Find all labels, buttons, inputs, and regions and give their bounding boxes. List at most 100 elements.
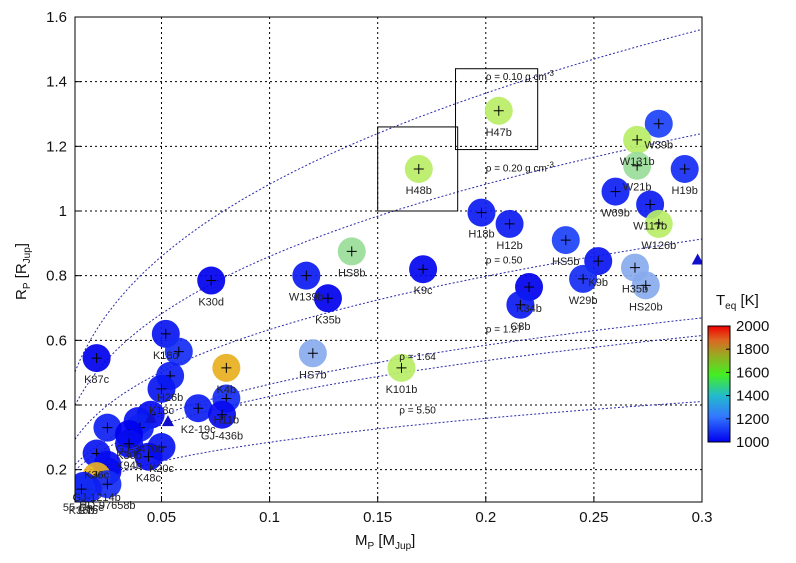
data-point-label: W21b bbox=[623, 182, 652, 194]
x-tick-label: 0.05 bbox=[147, 509, 176, 526]
data-point-label: C8b bbox=[510, 321, 530, 333]
data-point-label: K87c bbox=[84, 374, 110, 386]
highlight-boxes bbox=[377, 68, 539, 212]
y-axis-title: RP [RJup] bbox=[13, 243, 33, 300]
data-point-marker bbox=[493, 105, 504, 116]
data-point-marker bbox=[102, 422, 113, 433]
data-point-marker bbox=[515, 299, 526, 310]
data-point-label: K101b bbox=[386, 384, 418, 396]
y-tick-label: 1.2 bbox=[46, 138, 67, 155]
data-point-marker bbox=[396, 362, 407, 373]
data-point-marker bbox=[301, 270, 312, 281]
colorbar-tick-label: 1000 bbox=[736, 434, 769, 451]
density-curves bbox=[75, 28, 702, 493]
data-point-label: K4b bbox=[217, 384, 237, 396]
data-point-marker bbox=[679, 163, 690, 174]
y-tick-label: 1 bbox=[59, 203, 67, 220]
density-curve-label: ρ = 0.50 bbox=[486, 255, 523, 266]
data-point-marker bbox=[102, 479, 113, 490]
y-tick-label: 0.6 bbox=[46, 332, 67, 349]
data-point-marker bbox=[632, 160, 643, 171]
triangle-marker bbox=[144, 411, 157, 423]
data-point-marker bbox=[156, 383, 167, 394]
data-point-label: K20c bbox=[149, 463, 175, 475]
density-curve bbox=[75, 133, 702, 406]
density-curve bbox=[75, 335, 702, 471]
data-point-marker bbox=[124, 438, 135, 449]
data-point-label: H11b bbox=[214, 415, 239, 427]
y-tick-label: 0.4 bbox=[46, 397, 67, 414]
data-point-label: K36c bbox=[84, 470, 110, 482]
data-point-label: W29b bbox=[569, 295, 598, 307]
data-point-label: K9c bbox=[414, 285, 433, 297]
data-point-marker bbox=[629, 262, 640, 273]
density-curve-label: ρ = 1.64 bbox=[399, 352, 436, 363]
data-point-marker bbox=[653, 118, 664, 129]
data-point-marker bbox=[76, 484, 87, 495]
data-point-label: K36b bbox=[69, 505, 95, 517]
data-point-label: H47b bbox=[486, 127, 512, 139]
density-curve bbox=[75, 28, 702, 372]
data-point-label: H18b bbox=[468, 229, 494, 241]
colorbar-tick-label: 1200 bbox=[736, 411, 769, 428]
data-point-marker bbox=[173, 346, 184, 357]
data-point-label: H26b bbox=[157, 392, 183, 404]
data-point-marker bbox=[593, 256, 604, 267]
data-point-marker bbox=[653, 218, 664, 229]
data-point-label: K30d bbox=[198, 297, 224, 309]
data-point-label: H19b bbox=[672, 185, 698, 197]
data-point-label: W39b bbox=[644, 140, 673, 152]
highlight-box bbox=[377, 126, 459, 212]
axes: 0.05 0.1 0.15 0.2 0.25 0.3 0.2 0.4 0.6 0.8 1 1.2 1.4… bbox=[46, 9, 712, 526]
data-point-marker bbox=[645, 199, 656, 210]
data-point-marker bbox=[476, 207, 487, 218]
data-point-label: W117b bbox=[633, 221, 667, 233]
data-point-marker bbox=[524, 281, 535, 292]
data-point-marker bbox=[578, 273, 589, 284]
data-point-marker bbox=[143, 451, 154, 462]
data-point-label: K48c bbox=[136, 473, 162, 485]
data-point-label: C7b bbox=[78, 505, 98, 517]
x-tick-label: 0.15 bbox=[363, 509, 392, 526]
colorbar-gradient bbox=[707, 325, 731, 443]
y-tick-label: 0.8 bbox=[46, 268, 67, 285]
data-point-marker bbox=[221, 362, 232, 373]
density-curve bbox=[75, 317, 702, 466]
colorbar-title: Teq [K] bbox=[716, 292, 759, 312]
data-point-marker bbox=[640, 280, 651, 291]
y-tick-label: 1.6 bbox=[46, 9, 67, 26]
density-curve-label: ρ = 1.27 bbox=[486, 324, 523, 335]
data-point-label: HS8b bbox=[338, 267, 366, 279]
colorbar-tick-label: 2000 bbox=[736, 318, 769, 335]
data-point-label: K34b bbox=[516, 303, 542, 315]
colorbar-ticks: 1000 1200 1400 1600 1800 2000 bbox=[726, 318, 769, 451]
data-point-marker bbox=[346, 246, 357, 257]
x-tick-label: 0.2 bbox=[475, 509, 496, 526]
data-point-label: GJ-1214b bbox=[72, 492, 120, 504]
x-tick-label: 0.25 bbox=[579, 509, 608, 526]
data-point-label: H48b bbox=[406, 185, 432, 197]
data-point-marker bbox=[160, 328, 171, 339]
plot-frame bbox=[74, 16, 703, 503]
data-point-label: K18c bbox=[149, 405, 175, 417]
triangle-marker bbox=[161, 415, 174, 427]
data-point-marker bbox=[560, 235, 571, 246]
density-curve-label: ρ = 0.20 g cm-3 bbox=[486, 160, 555, 174]
data-point bbox=[75, 475, 96, 502]
data-point-marker bbox=[206, 275, 217, 286]
colorbar-tick-label: 1800 bbox=[736, 341, 769, 358]
data-point-marker bbox=[610, 186, 621, 197]
colorbar-tick-label: 1600 bbox=[736, 364, 769, 381]
highlight-box bbox=[455, 68, 539, 151]
data-point-marker bbox=[632, 134, 643, 145]
x-axis-title: MP [MJup] bbox=[355, 532, 415, 552]
data-point-label: K35b bbox=[315, 314, 341, 326]
point-labels: ρ = 0.10 g cm-3 ρ = 0.20 g cm-3 ρ = 0.50 ρ … bbox=[63, 69, 698, 517]
data-point-label: W131b bbox=[620, 156, 655, 168]
data-points bbox=[75, 96, 702, 502]
x-tick-label: 0.1 bbox=[259, 509, 280, 526]
data-point-marker bbox=[418, 264, 429, 275]
data-point-label: GJ-3470b bbox=[116, 444, 164, 456]
colorbar-tick-label: 1400 bbox=[736, 388, 769, 405]
